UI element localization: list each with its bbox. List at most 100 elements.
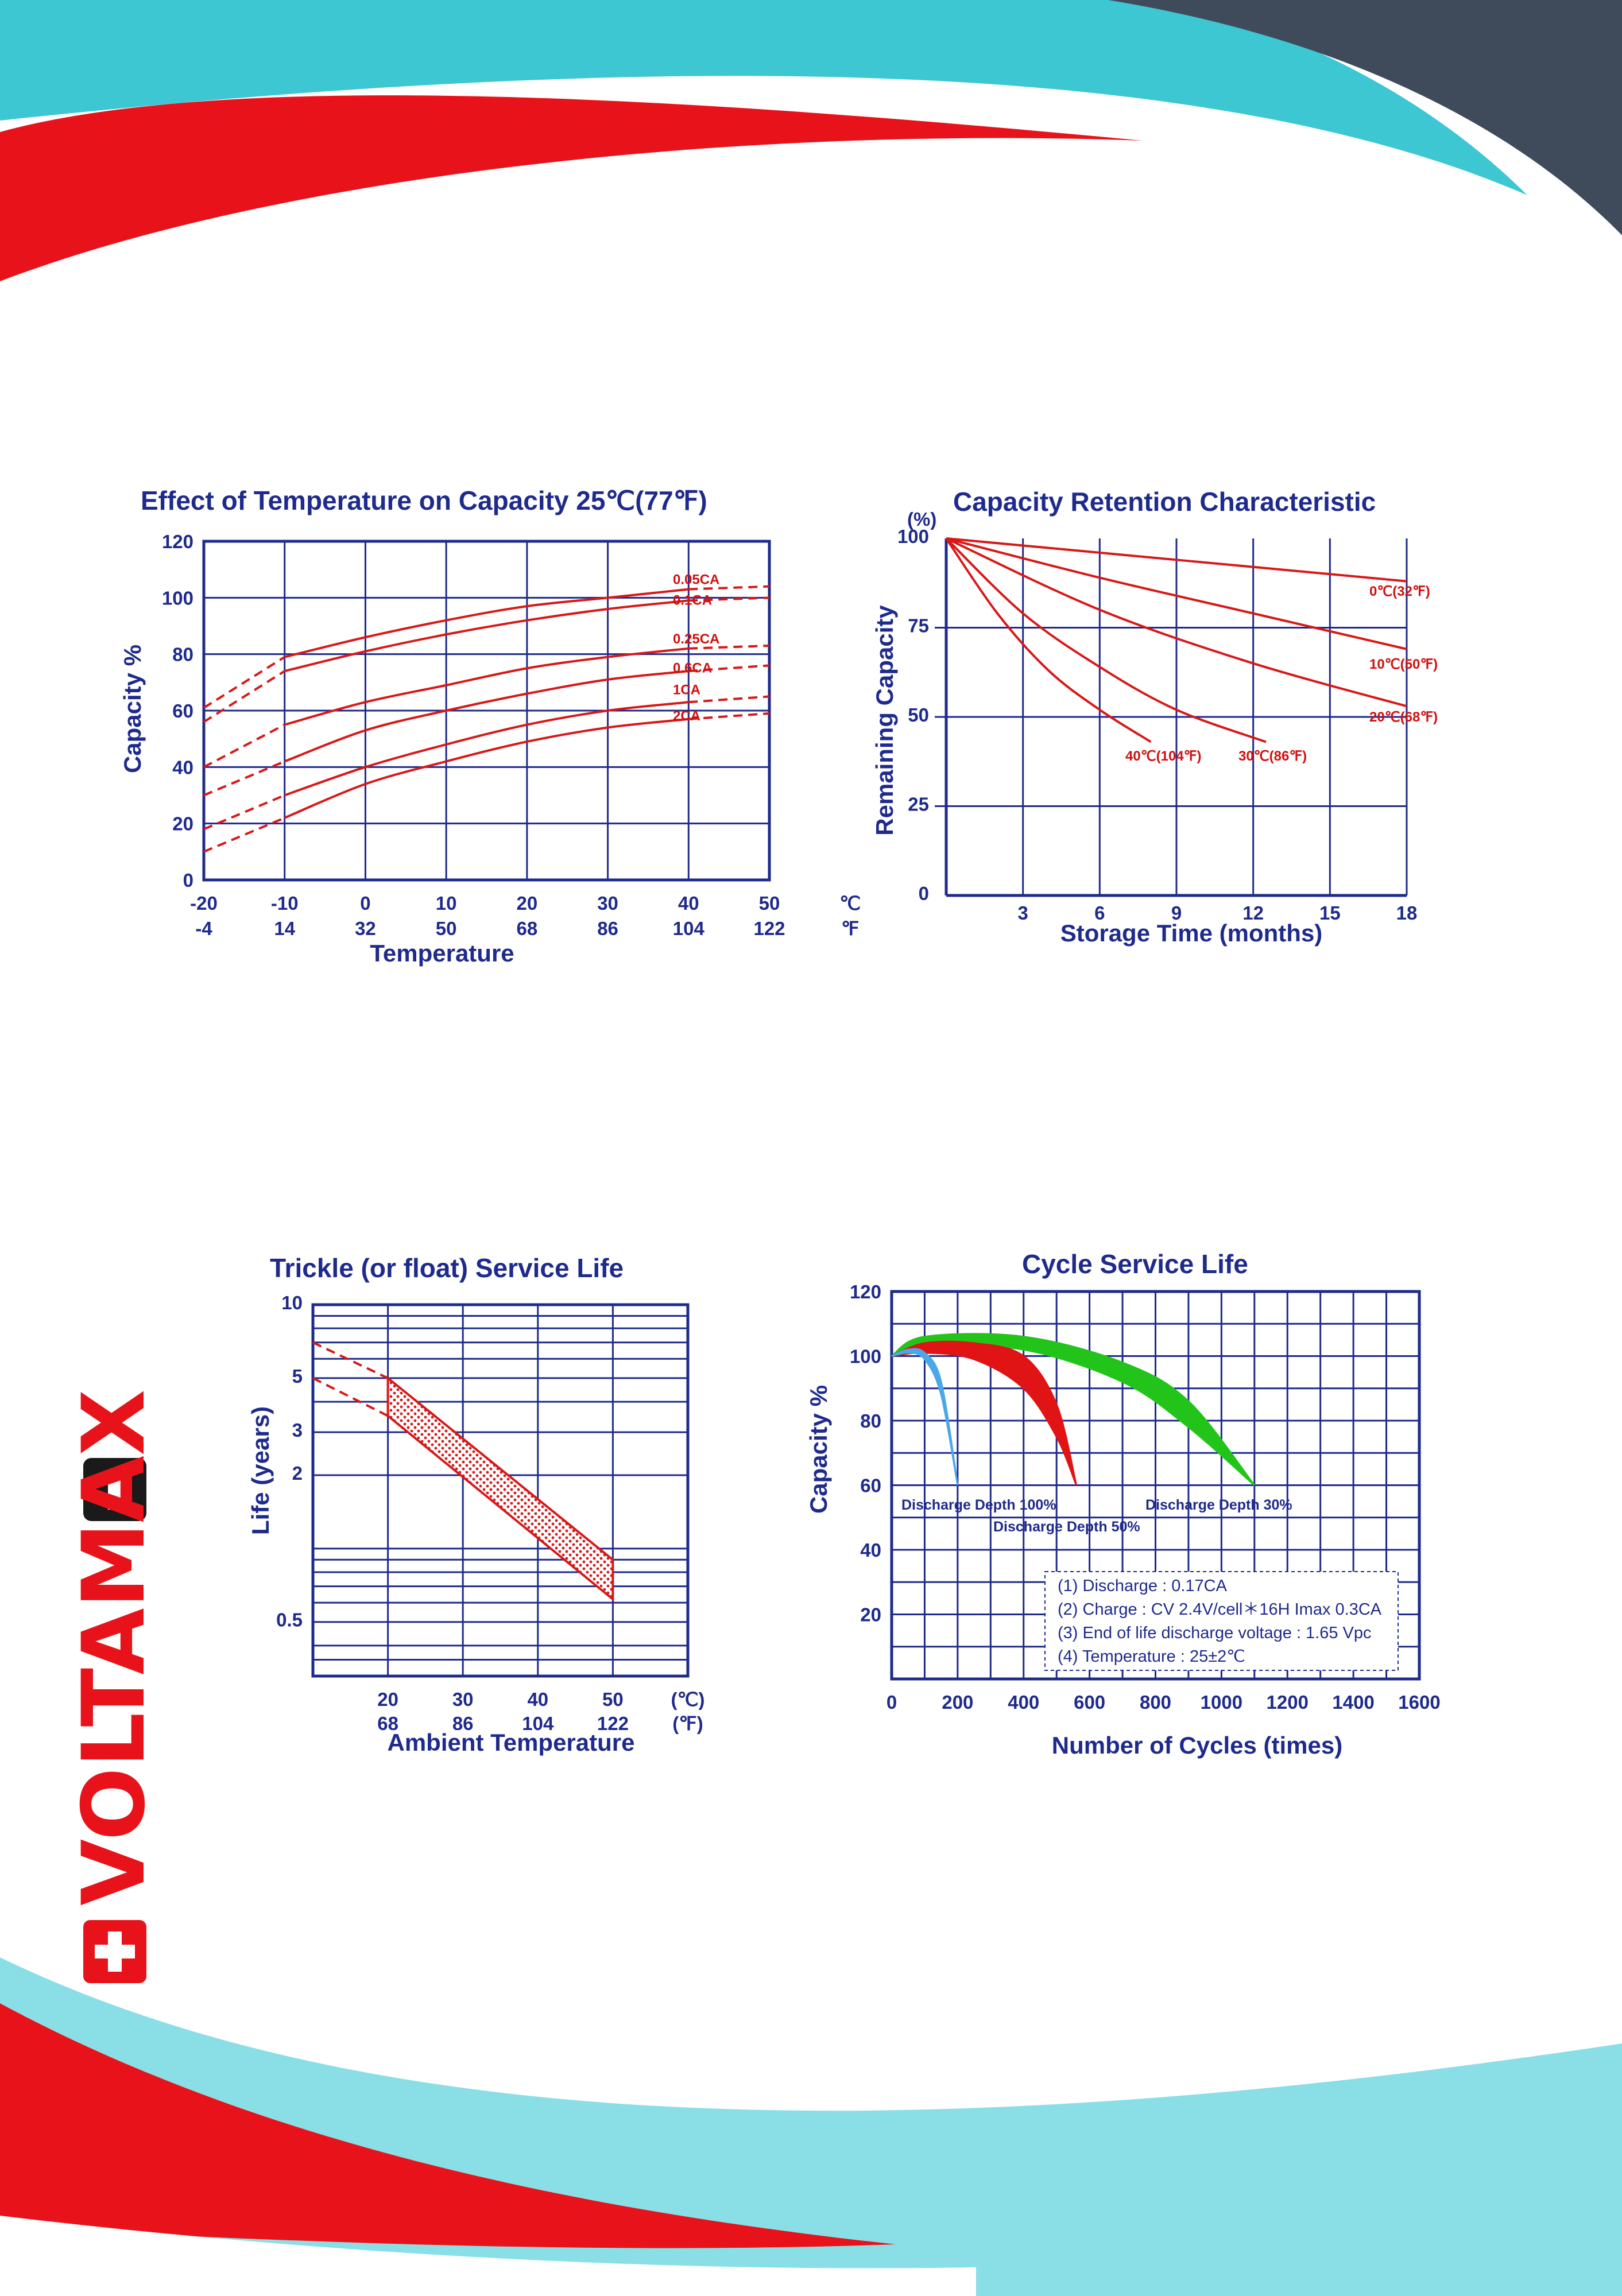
chart1-y-tick-label: 100 <box>162 587 193 608</box>
chart2-y-ticks: 0 25 50 75 100 <box>897 526 929 904</box>
chart1-x-tick-fahrenheit: 104 <box>673 918 705 939</box>
chart3-y-tick-label: 3 <box>292 1420 303 1441</box>
chart2-series-line <box>945 537 1267 743</box>
chart1-x-tick-fahrenheit: 50 <box>436 918 457 939</box>
chart1-x-tick-celsius: -20 <box>190 893 218 914</box>
chart3-upper-extrapolation <box>312 1341 389 1379</box>
chart4-notes-box: (1) Discharge : 0.17CA (2) Charge : CV 2.… <box>1044 1571 1399 1671</box>
bottom-red-swoosh <box>0 2003 896 2248</box>
chart4-frame <box>890 1290 1421 1681</box>
chart4-series-band <box>891 1348 959 1486</box>
chart1-series-extrapolation <box>688 712 770 720</box>
chart1-series-extrapolation <box>203 670 285 723</box>
chart4-series-label: Discharge Depth 30% <box>1145 1497 1292 1513</box>
chart1-frame <box>202 540 771 882</box>
chart2-x-label: Storage Time (months) <box>1060 920 1323 947</box>
chart1-x-tick-celsius: ℃ <box>839 893 861 914</box>
chart3-x-tick-fahrenheit: 68 <box>377 1713 398 1734</box>
chart3-x-tick-fahrenheit: 86 <box>452 1713 474 1734</box>
chart4-notes-frame <box>1044 1571 1399 1671</box>
chart1-x-tick-fahrenheit: -4 <box>195 918 212 939</box>
chart1-x-tick-celsius: 50 <box>759 893 780 914</box>
chart1-series-extrapolation <box>203 656 285 709</box>
chart1-y-tick-label: 40 <box>172 757 193 778</box>
chart4-x-label: Number of Cycles (times) <box>1052 1732 1342 1759</box>
chart2-series: 0℃(32℉) 10℃(50℉) 20℃(68℉) 30℃(86℉) 40℃(104℉) <box>945 537 1438 764</box>
chart4-x-tick-label: 600 <box>1074 1692 1105 1713</box>
chart4-x-tick-label: 200 <box>942 1692 973 1713</box>
chart1-x-tick-celsius: 10 <box>436 893 457 914</box>
chart1-series-extrapolation <box>688 585 770 591</box>
chart1-series: 0.05CA 0.1CA 0.25CA 0.6CA 1CA 2CA <box>203 572 770 853</box>
chart1-series-extrapolation <box>688 695 770 704</box>
top-dark-swoosh <box>1108 0 1622 235</box>
chart4-y-tick-label: 120 <box>850 1281 881 1302</box>
chart2-series-line <box>946 537 1407 708</box>
chart1-x-tick-fahrenheit: ℉ <box>841 918 859 939</box>
chart2-y-tick-label: 25 <box>908 794 929 815</box>
chart3-x-tick-celsius: 50 <box>602 1689 624 1710</box>
chart1-x-label: Temperature <box>370 940 514 967</box>
chart2-y-tick-label: 100 <box>897 526 929 547</box>
chart4-x-ticks: 0 200 400 600 800 1000 1200 1400 1600 <box>887 1692 1441 1713</box>
chart2-x-tick-label: 18 <box>1396 902 1418 924</box>
chart2-series-label: 40℃(104℉) <box>1125 748 1202 764</box>
chart4-note-line: (1) Discharge : 0.17CA <box>1058 1577 1228 1595</box>
chart1-x-tick-fahrenheit: 32 <box>355 918 376 939</box>
chart1-x-tick-fahrenheit: 122 <box>753 918 785 939</box>
chart1-series-label: 1CA <box>673 682 700 697</box>
chart2-y-tick-label: 75 <box>908 615 929 637</box>
chart4-y-tick-label: 20 <box>860 1604 881 1626</box>
top-red-swoosh <box>0 95 1143 281</box>
chart3-x-tick-celsius: 20 <box>377 1689 398 1710</box>
chart4-note-line: (4) Temperature : 25±2℃ <box>1058 1647 1245 1666</box>
chart4-y-tick-label: 100 <box>850 1346 881 1367</box>
chart4-x-tick-label: 400 <box>1008 1692 1039 1713</box>
chart3-x-tick-celsius: 30 <box>452 1689 474 1710</box>
chart4-y-tick-label: 60 <box>860 1475 881 1496</box>
chart1-y-tick-label: 0 <box>183 870 193 891</box>
chart2-series-label: 10℃(50℉) <box>1369 657 1438 672</box>
chart4-x-tick-label: 1000 <box>1201 1692 1242 1713</box>
chart1-x-tick-celsius: 40 <box>678 893 699 914</box>
chart1-x-tick-celsius: 0 <box>360 893 370 914</box>
chart1-grid <box>202 540 771 882</box>
chart2-y-label: Remaining Capacity <box>871 605 898 836</box>
chart1-series-label: 0.25CA <box>673 631 719 647</box>
chart3-x-tick-celsius: (℃) <box>671 1689 704 1710</box>
chart1-series-line <box>284 670 689 763</box>
chart1-series-extrapolation <box>688 596 770 602</box>
chart1-x-tick-celsius: 20 <box>516 893 537 914</box>
chart4-note-line: (2) Charge : CV 2.4V/cell＊16H Imax 0.3CA <box>1058 1600 1382 1619</box>
chart1-series-label: 0.6CA <box>673 660 712 676</box>
brand-logo: VOLTAMAX <box>64 1390 164 1983</box>
chart1-series-line <box>284 701 689 797</box>
chart1-series-label: 2CA <box>673 708 700 724</box>
temperature-capacity-chart: Effect of Temperature on Capacity 25℃(77… <box>119 486 861 967</box>
chart2-x-tick-label: 6 <box>1094 902 1105 924</box>
chart3-y-tick-label: 2 <box>292 1463 303 1484</box>
chart3-x-label: Ambient Temperature <box>388 1729 635 1756</box>
chart3-grid <box>311 1303 690 1678</box>
trickle-service-life-chart: Trickle (or float) Service Life 0.5 2 3 5 10… <box>247 1253 705 1756</box>
chart4-series-label: Discharge Depth 50% <box>993 1519 1140 1535</box>
chart3-frame <box>311 1303 690 1678</box>
chart4-x-tick-label: 1400 <box>1332 1692 1374 1713</box>
chart3-lower-extrapolation <box>312 1377 389 1417</box>
chart1-y-tick-label: 60 <box>172 700 193 722</box>
chart4-y-ticks: 20 40 60 80 100 120 <box>850 1281 881 1626</box>
chart2-series-line <box>945 537 1152 743</box>
chart2-series-line <box>946 537 1407 650</box>
chart2-y-tick-label: 0 <box>919 883 929 904</box>
chart1-x-tick-celsius: 30 <box>597 893 618 914</box>
chart2-grid <box>935 538 1408 897</box>
cycle-service-life-chart: Cycle Service Life Discharge Depth 100%D… <box>805 1249 1441 1759</box>
chart4-y-tick-label: 40 <box>860 1539 881 1561</box>
chart2-title: Capacity Retention Characteristic <box>953 487 1376 517</box>
chart4-title: Cycle Service Life <box>1022 1249 1248 1279</box>
chart1-series-line <box>284 588 689 658</box>
chart3-y-tick-label: 10 <box>281 1292 303 1313</box>
chart2-y-unit: (%) <box>907 509 936 530</box>
chart2-series-label: 20℃(68℉) <box>1369 709 1438 725</box>
